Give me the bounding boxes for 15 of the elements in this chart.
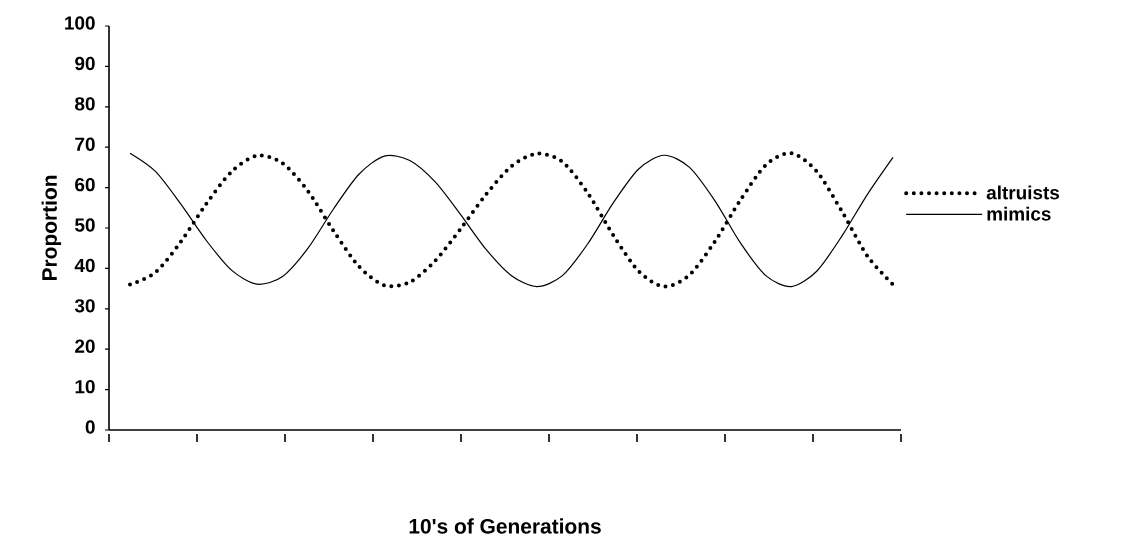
y-tick-label: 30: [74, 299, 95, 313]
y-tick-label: 10: [75, 379, 95, 394]
y-tick-label: 90: [75, 56, 95, 71]
y-tick-label: 20: [75, 339, 95, 353]
x-axis-title: 10's of Generations: [409, 518, 601, 534]
legend-label: altruists: [986, 185, 1060, 200]
y-tick-label: 40: [74, 258, 95, 273]
y-tick-label: 70: [75, 137, 95, 151]
y-tick-label: 0: [85, 420, 95, 434]
y-tick-label: 80: [75, 97, 95, 111]
y-tick-label: 100: [65, 16, 95, 30]
y-tick-label: 50: [75, 218, 95, 232]
y-tick-label: 60: [75, 177, 95, 192]
y-axis-title: Proportion: [41, 175, 62, 281]
legend-label: mimics: [987, 206, 1051, 221]
